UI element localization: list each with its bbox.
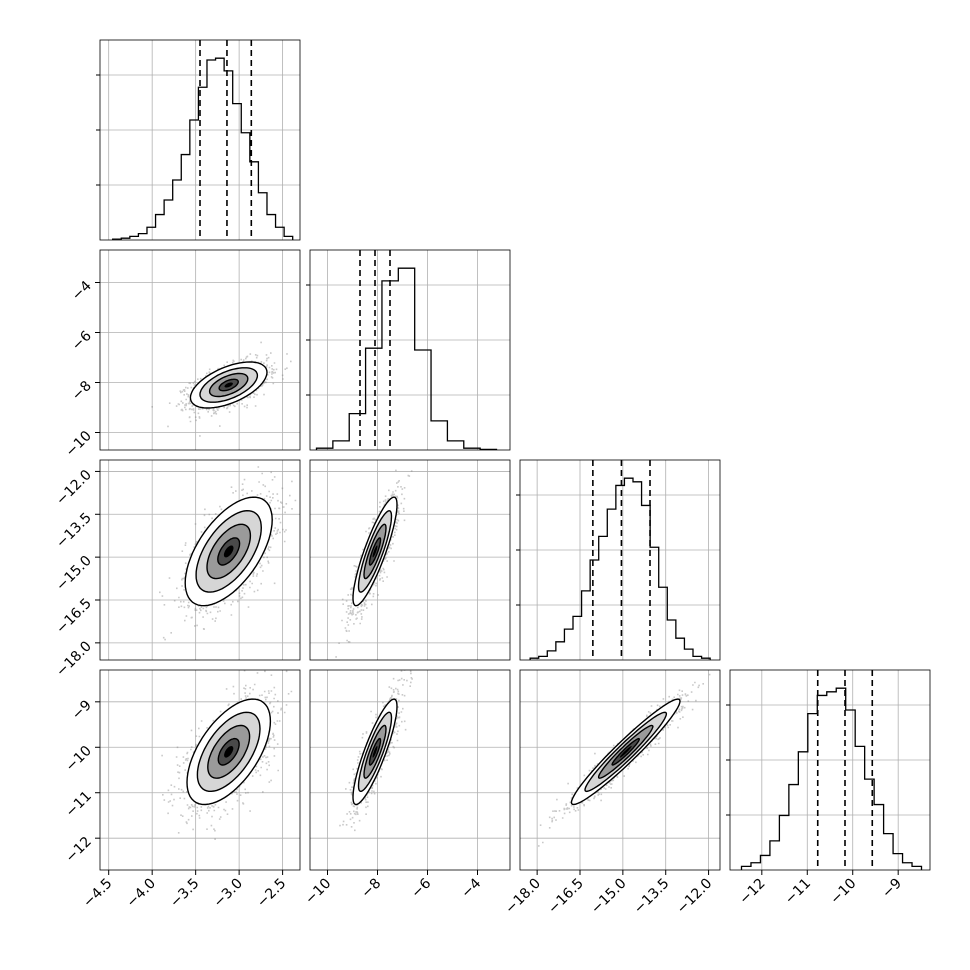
hist-2-frame: [519, 459, 721, 661]
xtick-label-1-3: −4: [458, 875, 484, 901]
density-3-2-frame: [519, 669, 721, 871]
density-3-1-core: [372, 746, 378, 758]
density-3-0-core: [224, 746, 234, 758]
xtick-label-0-1: −4.0: [124, 876, 159, 911]
xtick-label-1-2: −6: [408, 875, 434, 901]
density-2-1-content: [310, 460, 510, 660]
density-3-2-contour-1: [597, 724, 654, 779]
hist-panel-0: [96, 39, 301, 241]
ytick-label-1-2: −6: [69, 328, 95, 354]
density-2-0-contour-0: [217, 537, 241, 566]
density-2-1-core: [372, 545, 378, 558]
density-3-0-contour-3: [186, 698, 272, 806]
hist-panel-3: [726, 669, 931, 871]
xtick-label-2-0: −18.0: [502, 876, 544, 918]
density-3-0-contour-2: [196, 711, 261, 792]
ytick-label-1-1: −8: [69, 378, 95, 404]
density-panel-2-0: [99, 459, 301, 661]
density-3-1-contour-0: [368, 737, 382, 766]
density-2-1-scatter-points: [335, 469, 413, 658]
ytick-label-3-2: −10: [63, 743, 95, 775]
hist-2-steps: [529, 477, 711, 660]
xtick-label-2-4: −12.0: [674, 876, 716, 918]
density-1-0-content: [100, 250, 300, 450]
density-2-1-contour-0: [368, 537, 382, 566]
hist-1-frame: [309, 249, 511, 451]
hist-3-frame: [729, 669, 931, 871]
density-3-0-contour-1: [207, 724, 251, 779]
density-2-1-contour-2: [357, 510, 393, 593]
ytick-label-2-0: −18.0: [53, 638, 95, 680]
density-2-1-contour-1: [363, 523, 387, 580]
density-panel-3-2: [519, 669, 721, 871]
density-3-1-contour-2: [357, 711, 393, 792]
ytick-label-2-1: −16.5: [53, 596, 95, 638]
xtick-label-2-2: −15.0: [588, 876, 630, 918]
density-panel-3-0: [99, 669, 301, 871]
xtick-label-3-1: −11: [782, 876, 814, 908]
xtick-label-0-3: −3.0: [211, 876, 246, 911]
xtick-label-3-2: −10: [827, 876, 859, 908]
density-2-0-contour-1: [206, 523, 252, 580]
density-3-0-contour-0: [217, 737, 240, 766]
xtick-label-0-2: −3.5: [167, 876, 202, 911]
density-1-0-contour-0: [218, 378, 240, 392]
hist-0-steps: [112, 57, 294, 240]
ytick-label-1-3: −4: [69, 278, 95, 304]
density-3-2-contour-3: [570, 698, 681, 806]
density-3-0-content: [100, 670, 300, 870]
density-1-0-core: [224, 382, 233, 388]
xtick-label-0-4: −2.5: [254, 876, 289, 911]
density-panel-3-1: [309, 669, 511, 871]
density-1-0-contour-2: [199, 367, 259, 403]
xtick-label-2-1: −16.5: [545, 876, 587, 918]
density-3-2-contour-2: [584, 711, 668, 793]
xtick-label-1-1: −8: [358, 876, 384, 902]
density-1-0-contour-1: [208, 372, 249, 398]
hist-panel-2: [516, 459, 721, 661]
density-3-2-contour-0: [611, 737, 641, 766]
ytick-label-3-0: −12: [63, 834, 95, 866]
density-3-1-contour-1: [363, 724, 387, 779]
density-3-1-contour-3: [352, 698, 398, 806]
hist-3-steps: [740, 687, 923, 870]
density-2-0-content: [100, 460, 300, 660]
density-panel-1-0: [99, 249, 301, 451]
hist-0-frame: [99, 39, 301, 241]
density-2-0-contour-2: [195, 509, 263, 593]
hist-panel-1: [306, 249, 511, 451]
xtick-label-2-3: −13.5: [631, 876, 673, 918]
density-2-1-frame: [309, 459, 511, 661]
hist-1-steps: [315, 267, 498, 450]
density-1-0-frame: [99, 249, 301, 451]
xtick-label-1-0: −10: [302, 876, 334, 908]
xtick-label-3-0: −12: [736, 876, 768, 908]
density-3-1-frame: [309, 669, 511, 871]
ytick-label-2-4: −12.0: [53, 467, 95, 509]
xtick-label-0-0: −4.5: [80, 876, 115, 911]
density-3-0-frame: [99, 669, 301, 871]
xtick-label-3-3: −9: [879, 876, 905, 902]
density-3-1-content: [310, 670, 510, 870]
density-2-0-contour-3: [184, 496, 273, 607]
density-3-2-core: [619, 746, 632, 758]
ytick-label-1-0: −10: [63, 428, 95, 460]
density-2-0-frame: [99, 459, 301, 661]
density-1-0-contour-3: [189, 361, 268, 409]
density-2-0-core: [223, 545, 234, 558]
ytick-label-3-3: −9: [69, 697, 95, 723]
density-3-2-content: [520, 670, 720, 870]
ytick-label-3-1: −11: [63, 788, 95, 820]
ytick-label-2-2: −15.0: [53, 553, 95, 595]
density-2-1-contour-3: [352, 496, 398, 607]
density-panel-2-1: [309, 459, 511, 661]
ytick-label-2-3: −13.5: [53, 510, 95, 552]
